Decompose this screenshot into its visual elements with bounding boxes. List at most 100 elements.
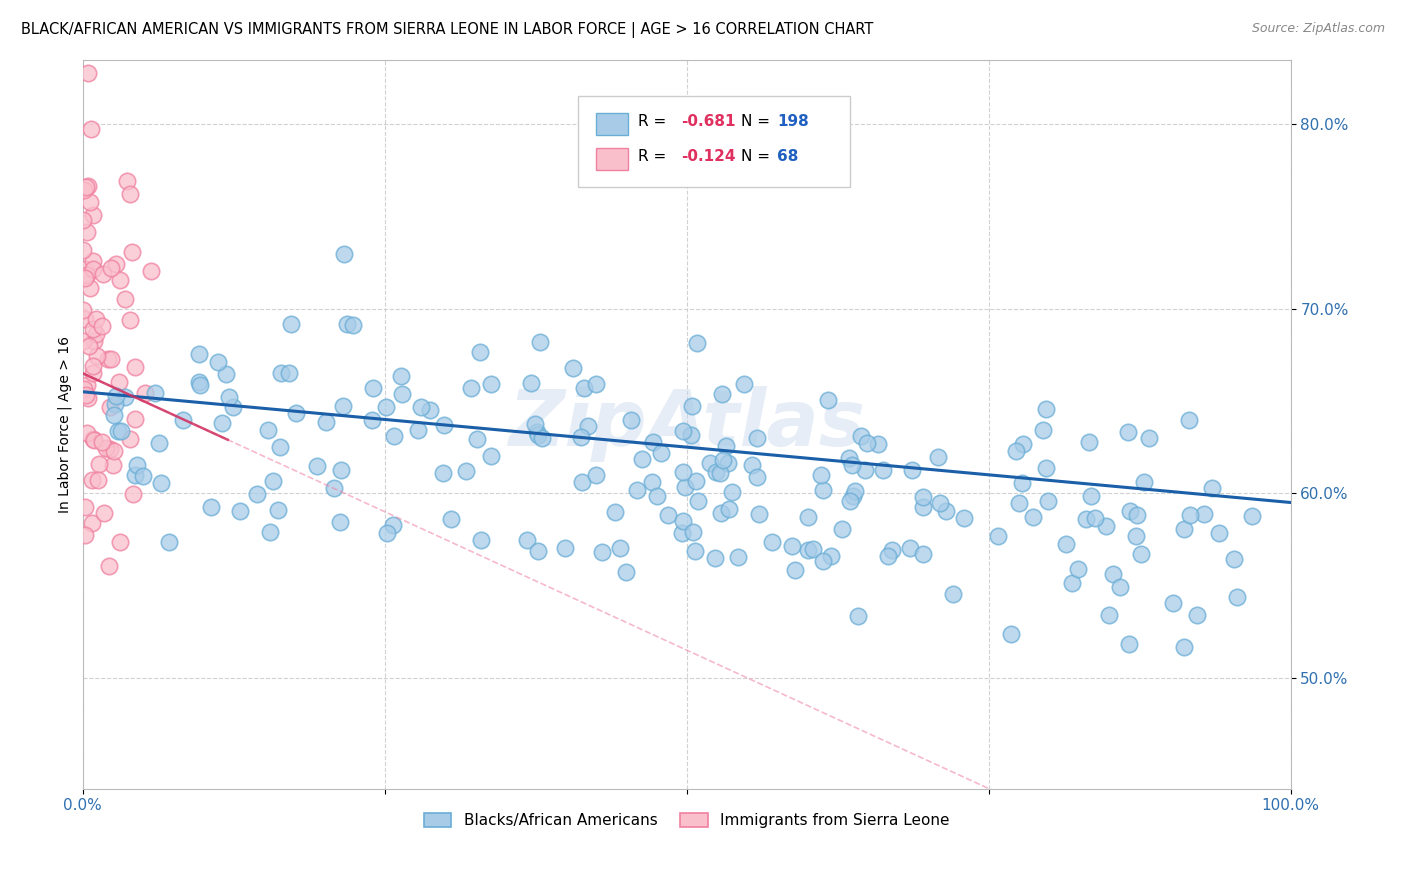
Point xyxy=(576,419,599,434)
Text: 68: 68 xyxy=(778,149,799,164)
Point xyxy=(382,518,405,533)
Point xyxy=(572,381,595,395)
Text: N =: N = xyxy=(741,149,775,164)
Point xyxy=(207,355,229,369)
Point xyxy=(561,360,583,375)
Point xyxy=(285,406,308,420)
Point xyxy=(91,267,114,281)
Point xyxy=(1118,637,1140,651)
Point xyxy=(98,400,121,414)
Point xyxy=(911,500,934,514)
Point xyxy=(132,469,155,483)
Point xyxy=(1067,561,1090,575)
Point xyxy=(82,366,104,380)
FancyBboxPatch shape xyxy=(596,113,627,136)
Point xyxy=(134,386,156,401)
Point xyxy=(520,376,543,390)
Point xyxy=(626,483,648,498)
Point xyxy=(83,334,105,348)
Point xyxy=(82,516,104,530)
Point xyxy=(96,441,118,455)
Point xyxy=(609,541,631,555)
Text: -0.124: -0.124 xyxy=(681,149,735,164)
Point xyxy=(329,516,352,530)
Point xyxy=(929,496,952,510)
Point xyxy=(305,458,328,473)
FancyBboxPatch shape xyxy=(596,148,627,170)
Point xyxy=(76,378,98,392)
Point xyxy=(120,187,142,202)
Point xyxy=(817,393,839,408)
Point xyxy=(460,380,482,394)
Point xyxy=(1080,489,1102,503)
Point xyxy=(143,386,166,401)
Point xyxy=(1035,402,1057,417)
Point xyxy=(90,319,112,334)
Point xyxy=(1118,504,1140,518)
Point xyxy=(103,408,125,422)
Point xyxy=(844,483,866,498)
Point xyxy=(419,402,441,417)
Point xyxy=(75,388,97,402)
Point xyxy=(839,494,862,508)
Point xyxy=(72,302,94,317)
Point xyxy=(107,424,129,438)
Point xyxy=(121,245,143,260)
Point xyxy=(468,345,491,359)
Point xyxy=(139,264,162,278)
Point xyxy=(125,458,148,472)
Point xyxy=(79,195,101,210)
Point xyxy=(526,425,548,440)
Point xyxy=(1129,547,1152,561)
Point xyxy=(912,547,935,561)
Point xyxy=(733,377,755,392)
Point xyxy=(479,449,502,463)
Point xyxy=(718,502,741,516)
Point xyxy=(433,417,456,432)
Point xyxy=(1226,590,1249,604)
Point xyxy=(1116,425,1139,439)
Point xyxy=(714,439,737,453)
Point xyxy=(336,317,359,331)
Point xyxy=(1011,437,1033,451)
Point xyxy=(375,400,398,414)
Point xyxy=(1133,475,1156,489)
Point xyxy=(1173,522,1195,536)
Point xyxy=(1078,435,1101,450)
Point xyxy=(683,544,706,558)
Point xyxy=(1208,526,1230,541)
Point xyxy=(727,550,749,565)
Point xyxy=(987,529,1010,543)
Point xyxy=(408,423,430,437)
Point xyxy=(76,65,98,79)
Point xyxy=(1022,509,1045,524)
Point xyxy=(1008,496,1031,510)
Point xyxy=(591,545,613,559)
Point xyxy=(84,327,107,342)
Point xyxy=(1173,640,1195,654)
Point xyxy=(616,566,638,580)
Point xyxy=(188,347,211,361)
Point xyxy=(211,417,233,431)
Point xyxy=(745,470,768,484)
Point xyxy=(709,467,731,481)
Point xyxy=(280,318,302,332)
Point xyxy=(657,508,679,522)
Point xyxy=(685,474,707,488)
Point xyxy=(935,504,957,518)
Point xyxy=(717,456,740,470)
FancyBboxPatch shape xyxy=(578,96,849,187)
Point xyxy=(75,500,97,514)
Point xyxy=(73,382,96,396)
Point xyxy=(76,268,98,283)
Point xyxy=(246,487,269,501)
Point xyxy=(1005,443,1028,458)
Point xyxy=(704,550,727,565)
Point xyxy=(585,376,607,391)
Point xyxy=(377,525,399,540)
Point xyxy=(526,427,548,442)
Point xyxy=(115,174,138,188)
Point xyxy=(672,424,695,438)
Point xyxy=(342,318,364,332)
Point xyxy=(77,339,100,353)
